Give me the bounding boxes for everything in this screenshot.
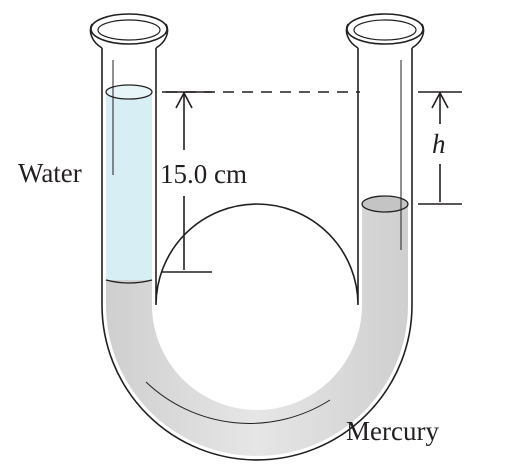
mercury-surface <box>361 195 409 213</box>
water-mercury-interface <box>105 279 153 284</box>
tube-outer-wall <box>101 48 413 461</box>
height-label: 15.0 cm <box>160 159 247 189</box>
h-label: h <box>432 129 446 159</box>
water-surface <box>105 84 153 100</box>
water-column <box>106 92 152 280</box>
mercury-column <box>106 205 408 456</box>
h-arrowhead-up <box>431 91 449 109</box>
mercury-label: Mercury <box>346 416 439 446</box>
right-funnel-rim-inner <box>353 19 417 41</box>
tube-inner-wall <box>155 48 359 306</box>
dimension-15cm-arrowhead-up <box>175 91 193 109</box>
tube-highlight-bottom <box>145 381 331 424</box>
water-label: Water <box>18 158 82 188</box>
left-funnel-rim-inner <box>97 19 161 41</box>
